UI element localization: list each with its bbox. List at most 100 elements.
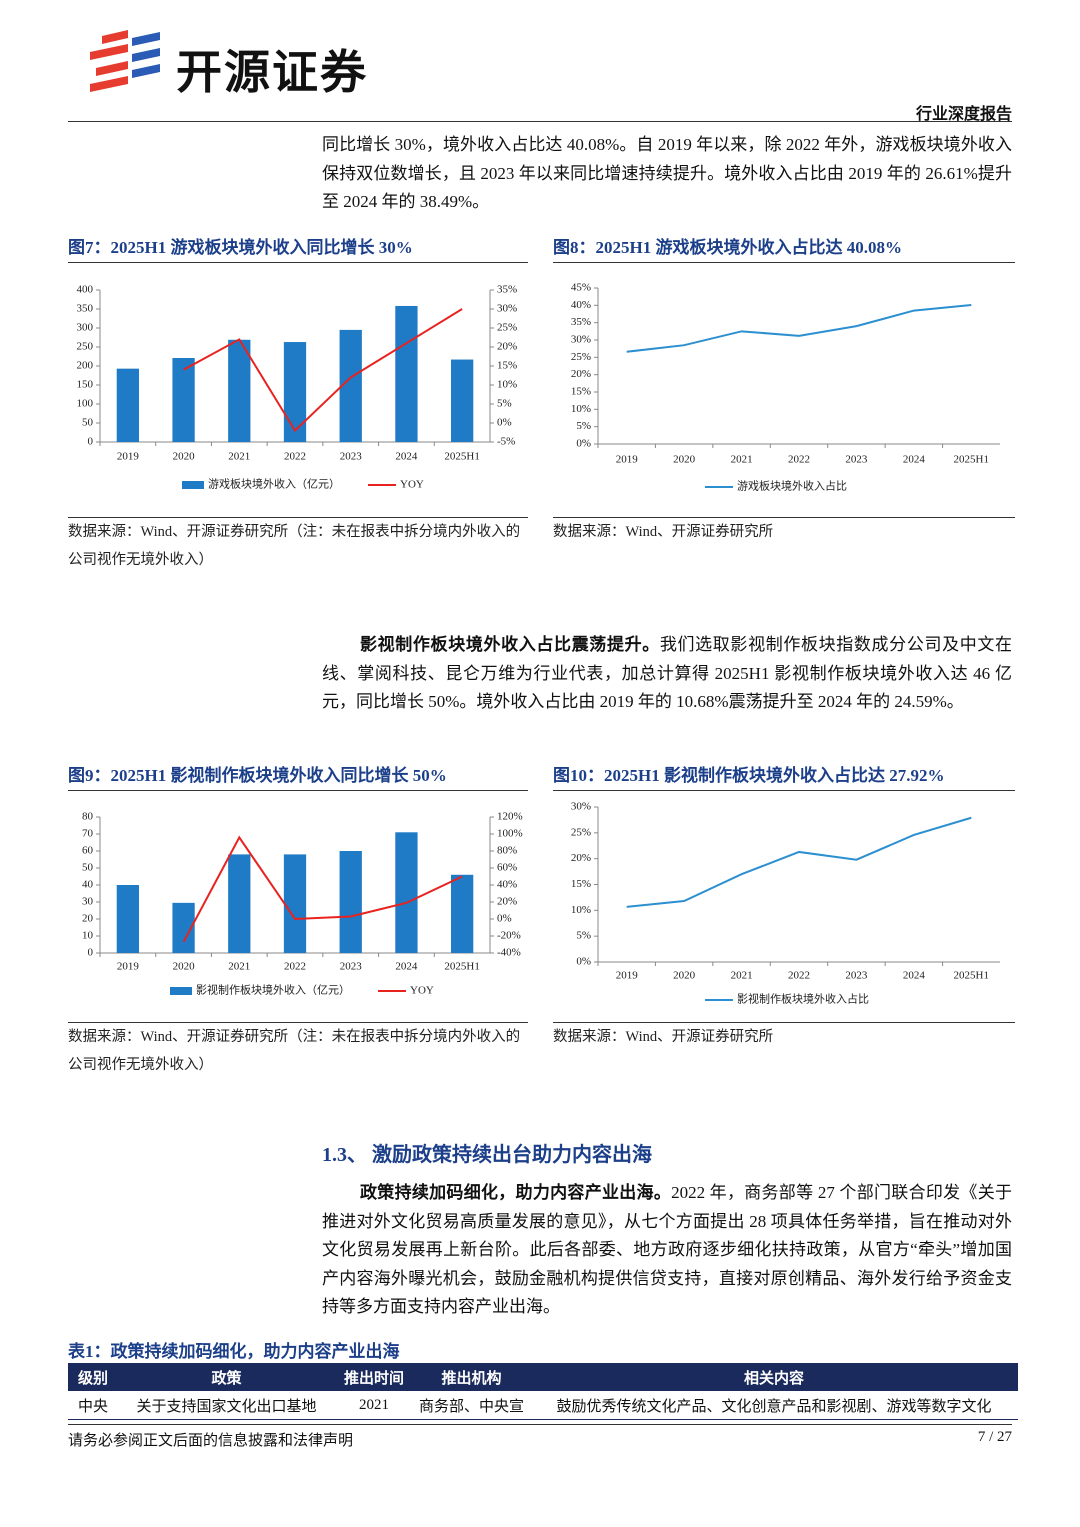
x-tick-label: 2025H1 — [444, 451, 479, 463]
y-tick-label: 0 — [88, 436, 94, 448]
y-tick-label: 80 — [82, 811, 94, 823]
x-tick-label: 2025H1 — [954, 454, 989, 466]
y-tick-label: 30% — [571, 801, 591, 813]
header-rule — [68, 121, 1012, 122]
figure-title: 图8：2025H1 游戏板块境外收入占比达 40.08% — [553, 238, 902, 257]
figure-source: 数据来源：Wind、开源证券研究所 — [553, 524, 774, 540]
x-tick-label: 2019 — [616, 970, 639, 982]
y2-tick-label: 20% — [497, 896, 517, 908]
y2-tick-label: 30% — [497, 303, 517, 315]
logo-mark — [90, 30, 160, 92]
x-tick-label: 2020 — [673, 454, 696, 466]
line — [626, 304, 972, 353]
cell: 中央 — [68, 1391, 118, 1420]
y-tick-label: 0% — [576, 956, 591, 968]
x-tick-label: 2023 — [845, 970, 868, 982]
disclaimer: 请务必参阅正文后面的信息披露和法律声明 — [68, 1433, 354, 1449]
bar — [172, 358, 195, 442]
bar — [228, 339, 251, 442]
bar — [116, 885, 139, 953]
header-cell: 推出时间 — [335, 1363, 413, 1391]
x-tick-label: 2025H1 — [954, 970, 989, 982]
figure-title: 图7：2025H1 游戏板块境外收入同比增长 30% — [68, 238, 413, 257]
y-tick-label: 25% — [571, 351, 591, 363]
bar — [451, 359, 474, 442]
y2-tick-label: 60% — [497, 862, 517, 874]
x-tick-label: 2023 — [845, 454, 868, 466]
x-tick-label: 2020 — [173, 961, 196, 973]
y2-tick-label: 15% — [497, 360, 517, 372]
y2-tick-label: 10% — [497, 379, 517, 391]
rule — [553, 517, 1015, 518]
y-tick-label: 10 — [82, 930, 94, 942]
y-tick-label: 200 — [77, 360, 94, 372]
bar — [339, 329, 362, 442]
line — [626, 816, 972, 908]
legend-swatch — [182, 481, 204, 489]
y-tick-label: 20 — [82, 913, 94, 925]
cell: 2021 — [335, 1391, 413, 1420]
y-tick-label: 150 — [77, 379, 94, 391]
y-tick-label: 100 — [77, 398, 94, 410]
y-tick-label: 20% — [571, 852, 591, 864]
x-tick-label: 2024 — [395, 961, 418, 973]
y-tick-label: 0% — [576, 438, 591, 450]
paragraph: 同比增长 30%，境外收入占比达 40.08%。自 2019 年以来，除 202… — [322, 135, 1012, 211]
header-cell: 推出机构 — [413, 1363, 530, 1391]
footer-rule — [68, 1424, 1012, 1425]
rule — [553, 262, 1015, 263]
y2-tick-label: 0% — [497, 417, 512, 429]
y2-tick-label: -20% — [497, 930, 521, 942]
bar — [172, 902, 195, 953]
y-tick-label: 400 — [77, 284, 94, 296]
legend-label: 游戏板块境外收入（亿元） — [208, 477, 340, 491]
paragraph: 影视制作板块境外收入占比震荡提升。我们选取影视制作板块指数成分公司及中文在线、掌… — [322, 631, 1012, 717]
y-tick-label: 20% — [571, 368, 591, 380]
rule — [68, 1022, 528, 1023]
figure-source: 数据来源：Wind、开源证券研究所（注：未在报表中拆分境内外收入的公司视作无境外… — [68, 524, 521, 568]
y2-tick-label: 80% — [497, 845, 517, 857]
y-tick-label: 350 — [77, 303, 94, 315]
y-tick-label: 60 — [82, 845, 94, 857]
x-tick-label: 2022 — [284, 451, 306, 463]
y2-tick-label: -40% — [497, 947, 521, 959]
legend-label: YOY — [400, 479, 424, 491]
cell: 鼓励优秀传统文化产品、文化创意产品和影视剧、游戏等数字文化 — [530, 1391, 1018, 1420]
y-tick-label: 0 — [88, 947, 94, 959]
paragraph-lead: 影视制作板块境外收入占比震荡提升。 — [360, 635, 660, 654]
y-tick-label: 30% — [571, 334, 591, 346]
x-tick-label: 2020 — [173, 451, 196, 463]
x-tick-label: 2019 — [616, 454, 639, 466]
x-tick-label: 2021 — [228, 961, 250, 973]
y2-tick-label: 40% — [497, 879, 517, 891]
x-tick-label: 2022 — [284, 961, 306, 973]
x-tick-label: 2022 — [788, 970, 810, 982]
brand: 开源证券 — [176, 45, 368, 99]
y-tick-label: 5% — [576, 420, 591, 432]
x-tick-label: 2023 — [340, 451, 363, 463]
x-tick-label: 2021 — [228, 451, 250, 463]
legend-label: 游戏板块境外收入占比 — [737, 479, 847, 493]
x-tick-label: 2024 — [903, 454, 926, 466]
y2-tick-label: 25% — [497, 322, 517, 334]
y2-tick-label: 35% — [497, 284, 517, 296]
rule — [68, 790, 528, 791]
chart: 0 10 20 30 40 50 60 70 80 -40% -20% 0% 20% 40% 60% 80% 1… — [82, 811, 523, 997]
paragraph: 政策持续加码细化，助力内容产业出海。2022 年，商务部等 27 个部门联合印发… — [322, 1179, 1012, 1322]
y-tick-label: 300 — [77, 322, 94, 334]
bar — [395, 305, 418, 442]
y-tick-label: 45% — [571, 282, 591, 294]
y-tick-label: 50 — [82, 862, 94, 874]
bar — [395, 832, 418, 953]
y-tick-label: 30 — [82, 896, 94, 908]
x-tick-label: 2023 — [340, 961, 363, 973]
legend-swatch — [170, 987, 192, 995]
y2-tick-label: 20% — [497, 341, 517, 353]
figure-source: 数据来源：Wind、开源证券研究所 — [553, 1029, 774, 1045]
report-type: 行业深度报告 — [915, 106, 1012, 123]
chart: 0 50 100 150 200 250 300 350 400 -5% 0% 5% 10% 15% 20%… — [77, 284, 518, 491]
figure-title: 图10：2025H1 影视制作板块境外收入占比达 27.92% — [553, 766, 945, 785]
cell: 商务部、中央宣 — [413, 1391, 530, 1420]
paragraph-text: 我们选取影视制作板块指数成分公司及中文在线、掌阅科技、昆仑万维为行业代表，加总计… — [322, 635, 1013, 711]
